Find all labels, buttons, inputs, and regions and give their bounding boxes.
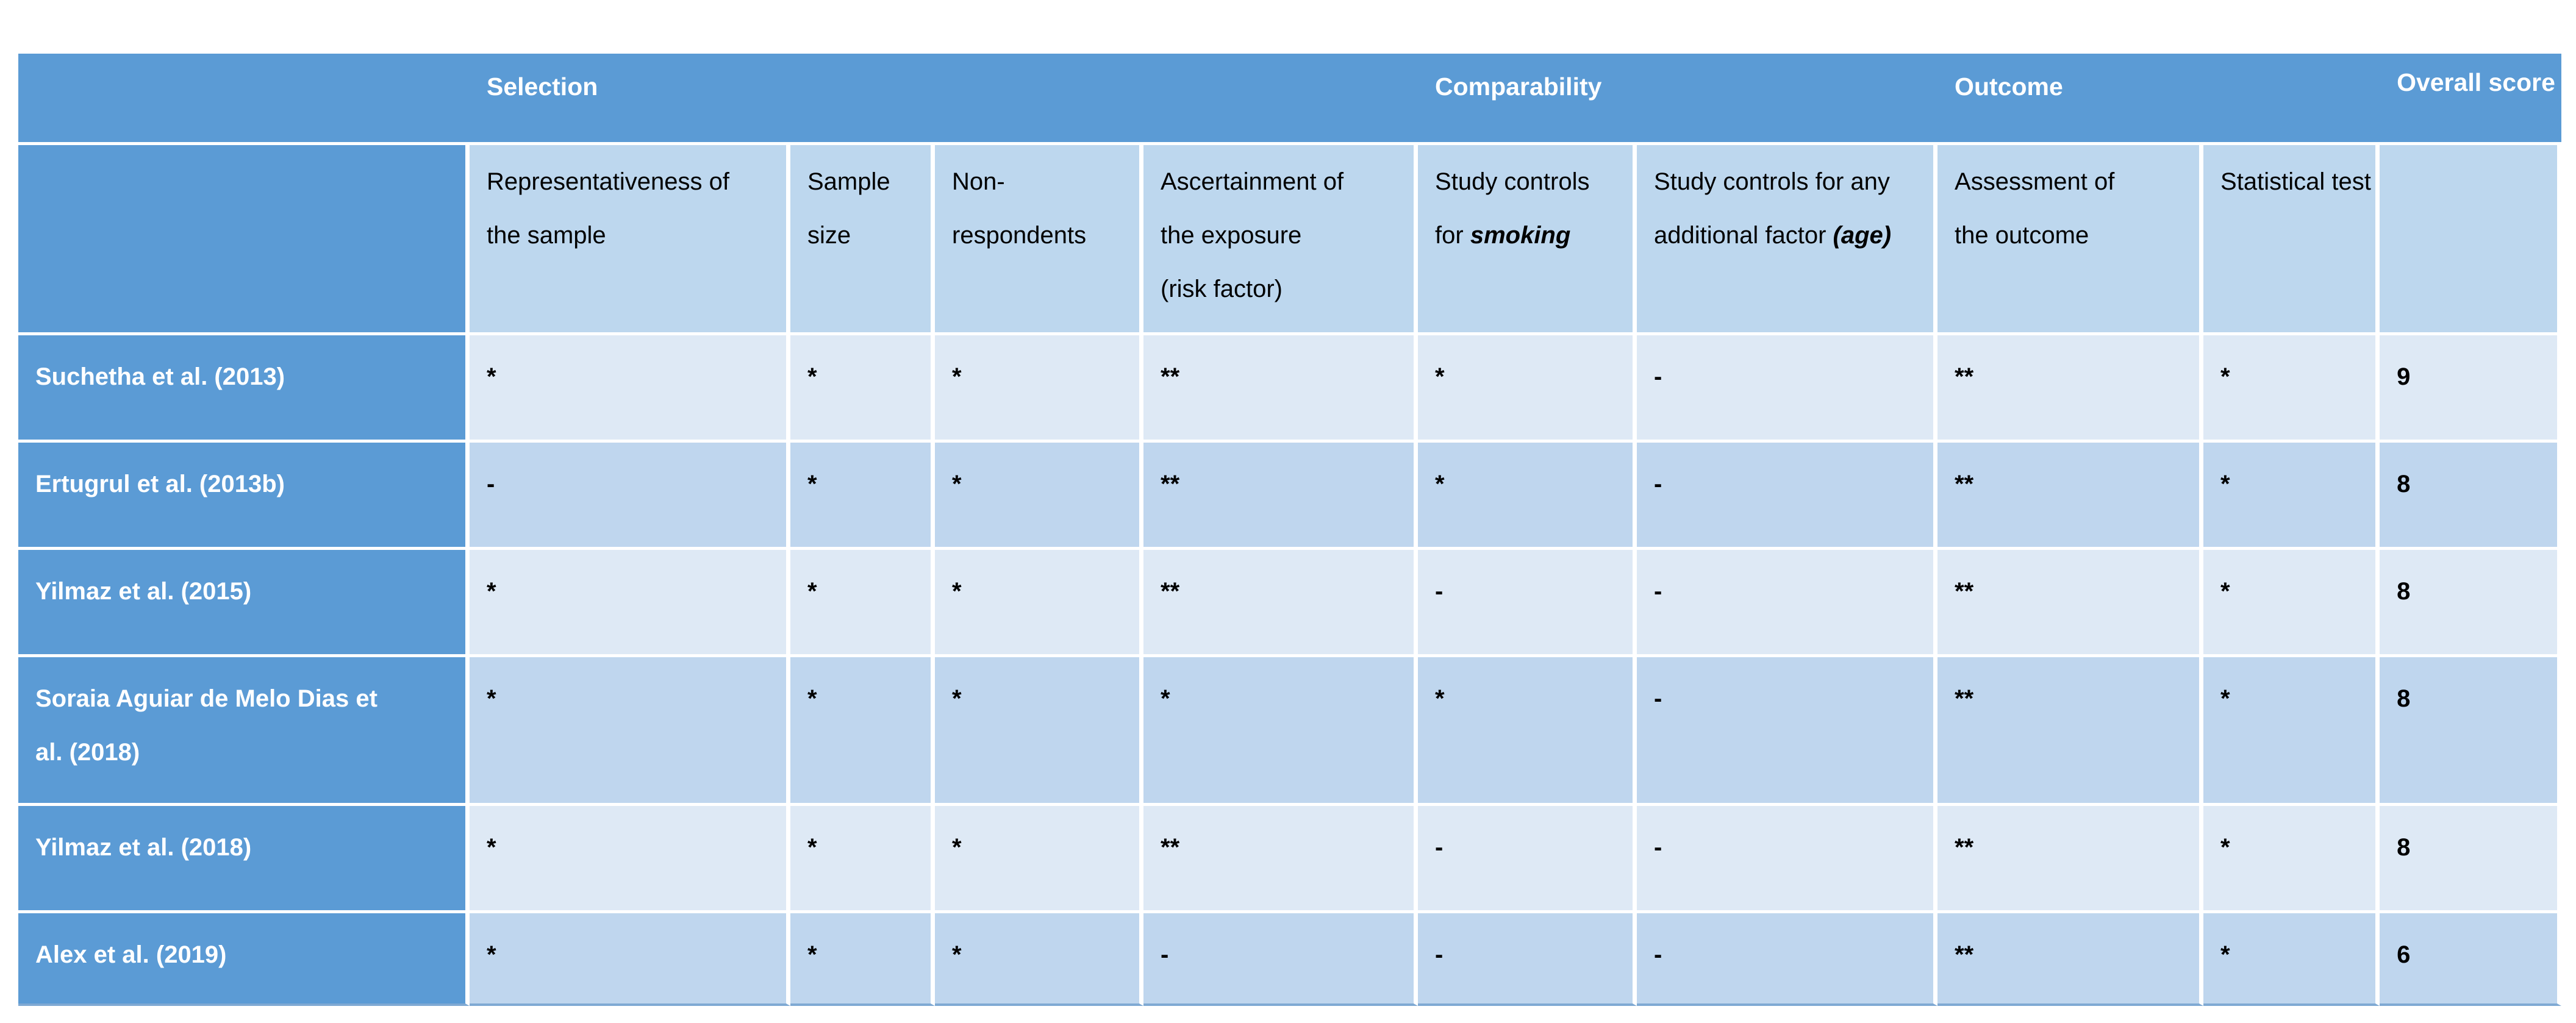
score-cell: 8 [2380,443,2562,550]
value-cell-non-respondents: * [935,335,1143,443]
value-cell-statistical-test: * [2203,335,2380,443]
value-cell-ascertainment: ** [1143,335,1419,443]
study-name-text: Alex et al. (2019) [35,941,227,968]
subheader-representativeness-text: Representativeness of the sample [487,168,730,249]
value-cell-assessment: ** [1937,443,2204,550]
value-cell-representativeness: * [470,806,790,913]
subheader-ascertainment: Ascertainment of the exposure (risk fact… [1143,145,1419,335]
value-cell-non-respondents: * [935,913,1143,1006]
study-name-text: Ertugrul et al. (2013b) [35,471,285,497]
value-cell-statistical-test: * [2203,550,2380,657]
subheader-smoking-emphasis: smoking [1470,222,1571,249]
group-header-overall-score: Overall score [2380,54,2562,145]
score-cell: 9 [2380,335,2562,443]
subheader-statistical-test: Statistical test [2203,145,2380,335]
value-cell-assessment: ** [1937,657,2204,806]
value-cell-age: - [1637,806,1938,913]
value-cell-non-respondents: * [935,806,1143,913]
subheader-smoking-prefix: Study controls for [1435,168,1590,249]
group-header-row: Selection Comparability Outcome Overall … [18,54,2562,145]
value-cell-age: - [1637,913,1938,1006]
subheader-representativeness: Representativeness of the sample [470,145,790,335]
table-row: Yilmaz et al. (2015) * * * ** - - ** * 8 [18,550,2562,657]
study-name-text: Suchetha et al. (2013) [35,363,285,390]
value-cell-statistical-test: * [2203,657,2380,806]
score-cell: 6 [2380,913,2562,1006]
value-cell-age: - [1637,335,1938,443]
subheader-non-respondents: Non-respondents [935,145,1143,335]
value-cell-representativeness: * [470,550,790,657]
value-cell-ascertainment: ** [1143,443,1419,550]
study-name-text: Yilmaz et al. (2015) [35,578,252,605]
value-cell-sample-size: * [790,443,935,550]
value-cell-sample-size: * [790,657,935,806]
table-row: Soraia Aguiar de Melo Dias et al. (2018)… [18,657,2562,806]
value-cell-age: - [1637,657,1938,806]
subheader-age-prefix: Study controls for any additional factor [1654,168,1890,249]
value-cell-smoking: - [1418,913,1637,1006]
table-row: Ertugrul et al. (2013b) - * * ** * - ** … [18,443,2562,550]
value-cell-non-respondents: * [935,550,1143,657]
score-cell: 8 [2380,550,2562,657]
value-cell-assessment: ** [1937,550,2204,657]
value-cell-smoking: - [1418,806,1637,913]
subheader-overall-blank [2380,145,2562,335]
subheader-stub [18,145,470,335]
subheader-assessment: Assessment of the outcome [1937,145,2204,335]
table-row: Suchetha et al. (2013) * * * ** * - ** *… [18,335,2562,443]
value-cell-representativeness: * [470,335,790,443]
score-cell: 8 [2380,657,2562,806]
table-row: Yilmaz et al. (2018) * * * ** - - ** * 8 [18,806,2562,913]
score-cell: 8 [2380,806,2562,913]
group-header-selection: Selection [470,54,1419,145]
study-name-text: Soraia Aguiar de Melo Dias et al. (2018) [35,685,377,766]
value-cell-ascertainment: ** [1143,806,1419,913]
value-cell-representativeness: - [470,443,790,550]
value-cell-ascertainment: * [1143,657,1419,806]
table-row: Alex et al. (2019) * * * - - - ** * 6 [18,913,2562,1006]
subheader-controls-smoking: Study controls for smoking [1418,145,1637,335]
subheader-age-emphasis: (age) [1833,222,1892,249]
value-cell-smoking: * [1418,443,1637,550]
subheader-controls-age: Study controls for any additional factor… [1637,145,1938,335]
study-name-cell: Ertugrul et al. (2013b) [18,443,470,550]
value-cell-ascertainment: - [1143,913,1419,1006]
value-cell-assessment: ** [1937,335,2204,443]
value-cell-age: - [1637,550,1938,657]
study-name-cell: Alex et al. (2019) [18,913,470,1006]
value-cell-sample-size: * [790,550,935,657]
group-header-comparability: Comparability [1418,54,1938,145]
group-header-outcome: Outcome [1937,54,2380,145]
subheader-assessment-text: Assessment of the outcome [1955,168,2115,249]
value-cell-statistical-test: * [2203,913,2380,1006]
value-cell-statistical-test: * [2203,806,2380,913]
subheader-sample-size: Sample size [790,145,935,335]
value-cell-representativeness: * [470,657,790,806]
value-cell-statistical-test: * [2203,443,2380,550]
value-cell-assessment: ** [1937,913,2204,1006]
value-cell-smoking: * [1418,657,1637,806]
value-cell-age: - [1637,443,1938,550]
value-cell-sample-size: * [790,335,935,443]
value-cell-smoking: * [1418,335,1637,443]
study-name-cell: Yilmaz et al. (2018) [18,806,470,913]
study-name-text: Yilmaz et al. (2018) [35,834,252,861]
study-name-cell: Soraia Aguiar de Melo Dias et al. (2018) [18,657,470,806]
value-cell-sample-size: * [790,806,935,913]
value-cell-non-respondents: * [935,657,1143,806]
value-cell-ascertainment: ** [1143,550,1419,657]
study-name-cell: Suchetha et al. (2013) [18,335,470,443]
value-cell-non-respondents: * [935,443,1143,550]
subheader-ascertainment-text: Ascertainment of the exposure (risk fact… [1161,168,1344,302]
quality-assessment-table: Selection Comparability Outcome Overall … [18,54,2562,1006]
page: { "colors": { "header_blue": "#5B9BD5", … [0,54,2576,1023]
value-cell-representativeness: * [470,913,790,1006]
subheader-row: Representativeness of the sample Sample … [18,145,2562,335]
group-header-stub [18,54,470,145]
value-cell-sample-size: * [790,913,935,1006]
value-cell-smoking: - [1418,550,1637,657]
study-name-cell: Yilmaz et al. (2015) [18,550,470,657]
value-cell-assessment: ** [1937,806,2204,913]
